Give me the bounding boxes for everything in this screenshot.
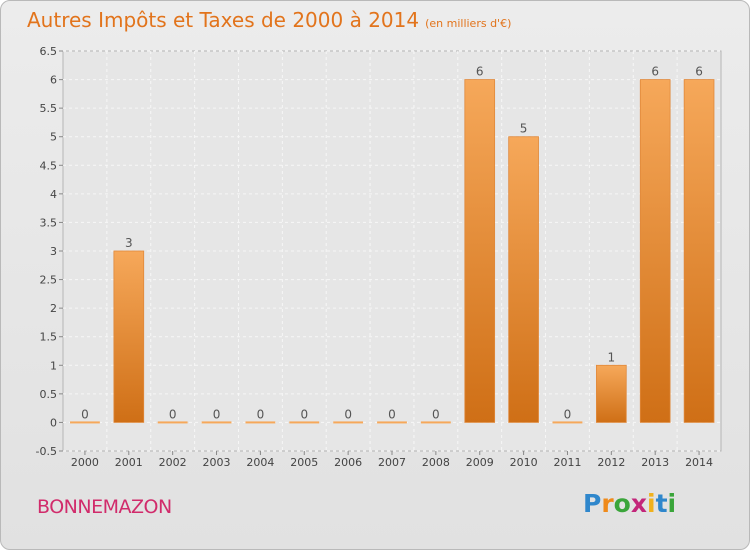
y-tick-label: 5 bbox=[50, 131, 57, 144]
logo-letter: r bbox=[601, 489, 614, 518]
y-tick-label: 1 bbox=[50, 359, 57, 372]
x-tick-label: 2008 bbox=[422, 456, 450, 469]
y-tick-label: -0.5 bbox=[36, 445, 57, 458]
y-tick-label: 1.5 bbox=[40, 331, 58, 344]
x-tick-label: 2002 bbox=[159, 456, 187, 469]
bar-value-label: 6 bbox=[651, 65, 659, 79]
bar-value-label: 5 bbox=[520, 122, 528, 136]
bar-value-label: 0 bbox=[81, 407, 89, 421]
x-tick-label: 2007 bbox=[378, 456, 406, 469]
y-tick-label: 6 bbox=[50, 74, 57, 87]
x-tick-label: 2010 bbox=[510, 456, 538, 469]
bar-value-label: 0 bbox=[388, 407, 396, 421]
bar bbox=[245, 421, 276, 424]
bar bbox=[377, 421, 407, 424]
title-subtitle: (en milliers d'€) bbox=[425, 17, 512, 30]
chart-title: Autres Impôts et Taxes de 2000 à 2014 (en… bbox=[27, 8, 511, 32]
bar bbox=[639, 79, 671, 423]
x-tick-label: 2011 bbox=[553, 456, 581, 469]
y-tick-label: 6.5 bbox=[40, 45, 58, 58]
x-tick-label: 2000 bbox=[71, 456, 99, 469]
bar-value-label: 3 bbox=[125, 236, 133, 250]
bar bbox=[113, 250, 145, 423]
bar-value-label: 1 bbox=[608, 350, 616, 364]
logo-letter: t bbox=[655, 489, 668, 518]
bar bbox=[508, 136, 539, 423]
x-tick-label: 2009 bbox=[466, 456, 494, 469]
bar-value-label: 0 bbox=[213, 407, 221, 421]
x-tick-label: 2014 bbox=[685, 456, 713, 469]
y-tick-label: 0 bbox=[50, 416, 57, 429]
bar-value-label: 6 bbox=[476, 65, 484, 79]
bar bbox=[420, 421, 451, 424]
bar bbox=[464, 79, 496, 423]
bar bbox=[289, 421, 320, 424]
bar bbox=[201, 421, 232, 424]
bar-value-label: 6 bbox=[695, 65, 703, 79]
bar bbox=[157, 421, 188, 424]
x-tick-label: 2004 bbox=[246, 456, 274, 469]
title-text: Autres Impôts et Taxes de 2000 à 2014 bbox=[27, 8, 420, 32]
bar-value-label: 0 bbox=[564, 407, 572, 421]
bar-value-label: 0 bbox=[300, 407, 308, 421]
x-tick-label: 2006 bbox=[334, 456, 362, 469]
x-tick-label: 2012 bbox=[597, 456, 625, 469]
y-tick-label: 2 bbox=[50, 302, 57, 315]
bar bbox=[683, 79, 715, 423]
bar-value-label: 0 bbox=[257, 407, 265, 421]
proxiti-logo: Proxiti bbox=[583, 489, 676, 518]
x-tick-label: 2003 bbox=[203, 456, 231, 469]
bar bbox=[333, 421, 364, 424]
bar-value-label: 0 bbox=[432, 407, 440, 421]
bar bbox=[552, 421, 583, 424]
logo-letter: x bbox=[630, 489, 647, 518]
logo-letter: i bbox=[647, 489, 656, 518]
x-tick-label: 2013 bbox=[641, 456, 669, 469]
y-tick-label: 0.5 bbox=[40, 388, 58, 401]
y-tick-label: 4.5 bbox=[40, 159, 58, 172]
y-tick-label: 3 bbox=[50, 245, 57, 258]
y-tick-label: 5.5 bbox=[40, 102, 58, 115]
bar bbox=[70, 421, 100, 424]
place-name: BONNEMAZON bbox=[37, 496, 172, 518]
y-tick-label: 2.5 bbox=[40, 274, 58, 287]
y-tick-label: 4 bbox=[50, 188, 57, 201]
logo-letter: o bbox=[613, 489, 631, 518]
x-tick-label: 2005 bbox=[290, 456, 318, 469]
bar bbox=[596, 364, 627, 423]
x-tick-label: 2001 bbox=[115, 456, 143, 469]
bar-value-label: 0 bbox=[169, 407, 177, 421]
bar-value-label: 0 bbox=[344, 407, 352, 421]
logo-letter: P bbox=[583, 489, 602, 518]
logo-letter: i bbox=[667, 489, 677, 518]
y-tick-label: 3.5 bbox=[40, 216, 58, 229]
